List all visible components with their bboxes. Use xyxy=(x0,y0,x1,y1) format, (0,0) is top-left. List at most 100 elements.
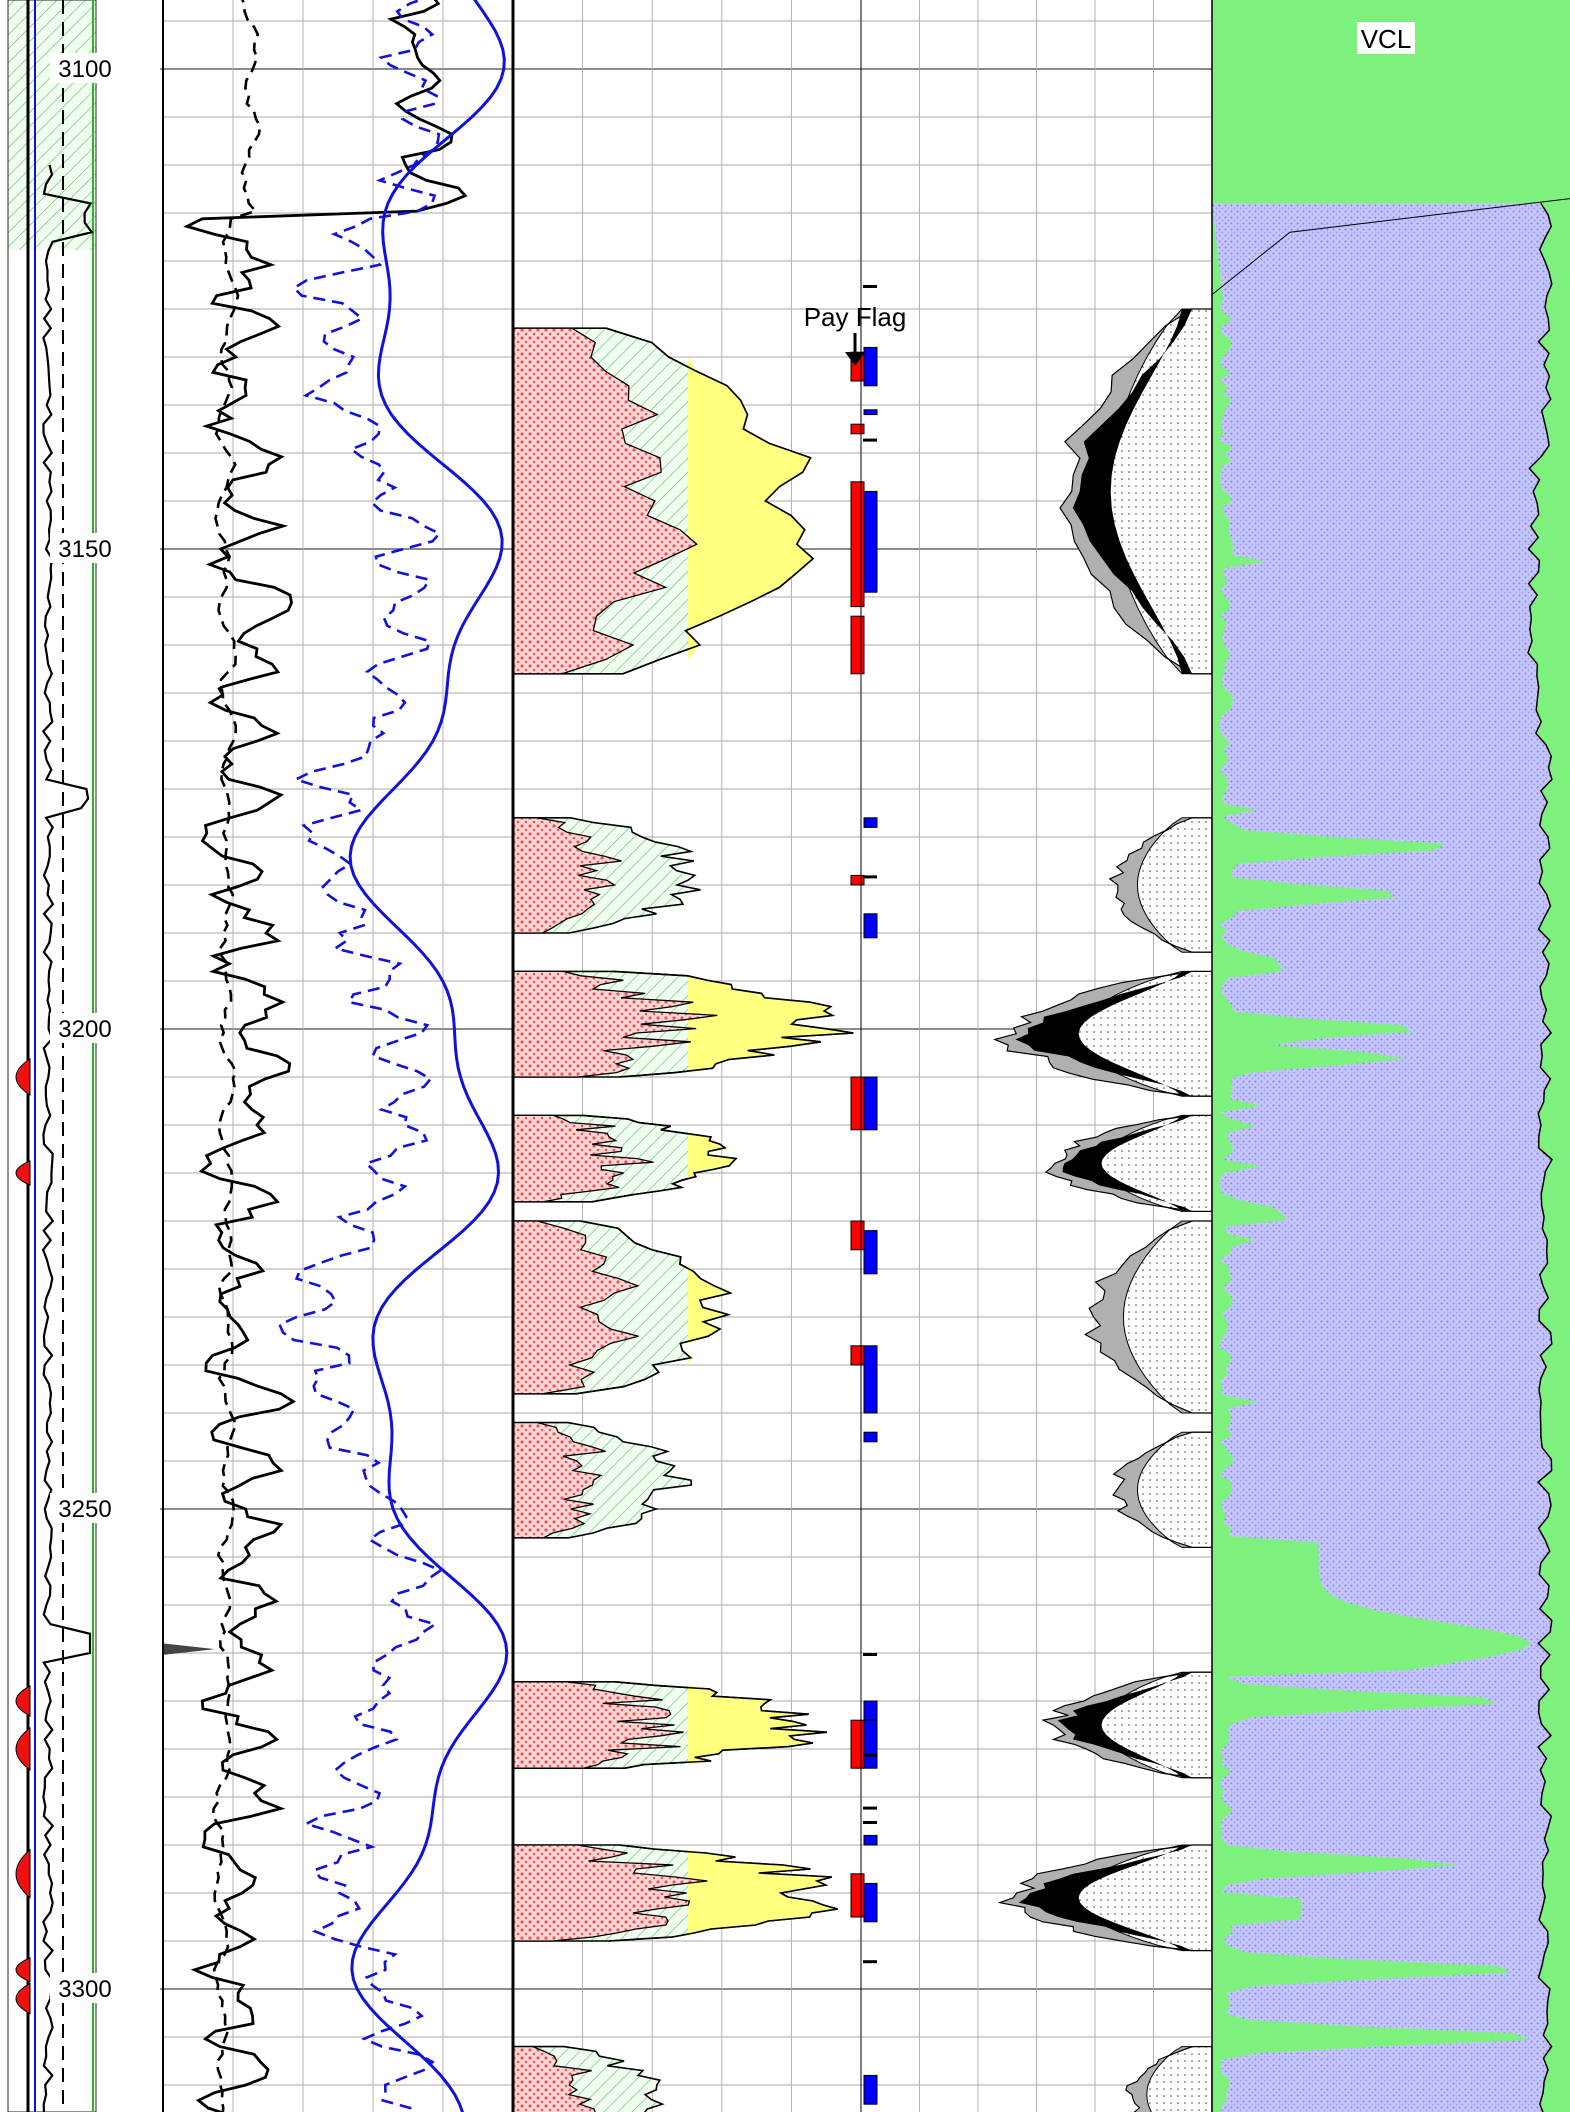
water-saturation-fill xyxy=(512,1220,640,1395)
pay-flag-tick xyxy=(863,285,877,288)
pay-flag-blue xyxy=(863,1431,878,1443)
depth-track-peak xyxy=(15,1685,31,1717)
pay-flag-tick xyxy=(863,1753,877,1757)
curve-dashed-blue xyxy=(278,0,444,2112)
pay-flag-tick xyxy=(863,875,877,879)
pay-flag-blue xyxy=(863,1719,878,1769)
porosity-outline xyxy=(608,1844,838,1942)
hydrocarbon-fill xyxy=(688,971,854,1077)
hydrocarbon-fill xyxy=(688,328,813,674)
vcl-track xyxy=(1211,0,1570,2112)
depth-track-peak xyxy=(15,1848,31,1899)
pay-flag-blue xyxy=(863,1230,878,1275)
pay-flag-red xyxy=(850,874,865,886)
water-saturation-fill xyxy=(512,817,622,934)
saturation-track xyxy=(992,308,1213,2112)
porosity-outline xyxy=(582,1114,738,1203)
depth-label-box xyxy=(50,533,120,563)
depth-label: 3250 xyxy=(58,1496,111,1523)
pay-flag-blue xyxy=(863,1882,878,1923)
saturation-black xyxy=(1015,971,1192,1097)
porosity-outline xyxy=(614,1681,827,1769)
pay-flag-blue xyxy=(863,409,878,416)
vcl-label: VCL xyxy=(1361,24,1412,54)
depth-label: 3100 xyxy=(58,56,111,83)
water-saturation-fill xyxy=(512,1844,708,1942)
depth-label-box xyxy=(50,1013,120,1043)
pay-flag-tick xyxy=(863,1653,877,1656)
depth-track xyxy=(7,0,97,2112)
vcl-right-curve xyxy=(1527,202,1553,2112)
saturation-gray xyxy=(1112,1431,1193,1548)
pay-flag-red xyxy=(850,481,865,608)
saturation-black xyxy=(1072,309,1192,674)
water-saturation-fill xyxy=(512,1681,684,1769)
depth-track-peak xyxy=(15,1957,31,1983)
pay-flag-blue xyxy=(863,2074,878,2105)
porosity-outline xyxy=(613,970,854,1078)
saturation-gray xyxy=(1125,2046,1193,2112)
vcl-sand-fill xyxy=(1212,203,1552,2112)
pay-flag-red xyxy=(850,615,865,675)
depth-track-peak xyxy=(15,1726,31,1772)
vcl-label-box xyxy=(1357,22,1415,54)
pay-flag-tick xyxy=(863,1960,877,1964)
pay-flag-blue xyxy=(863,913,878,939)
porosity-outline xyxy=(605,327,815,675)
water-saturation-fill xyxy=(512,970,718,1078)
water-saturation-fill xyxy=(512,327,698,675)
curve-smooth-blue xyxy=(348,0,509,2112)
tick-arrow-icon xyxy=(163,1643,215,1655)
pay-flag-blue xyxy=(863,1076,878,1131)
pay-flag-tick xyxy=(863,438,877,442)
saturation-black xyxy=(1057,1672,1192,1778)
pay-flag-red xyxy=(850,1220,865,1251)
porosity-outline xyxy=(575,1220,733,1395)
pay-flag-red xyxy=(850,1345,865,1366)
pay-flag-track xyxy=(850,285,878,2105)
depth-label-box xyxy=(50,1973,120,2003)
depth-label: 3300 xyxy=(58,1976,111,2003)
depth-track-peak xyxy=(15,1982,31,2015)
depth-track-peak xyxy=(15,1160,31,1186)
vcl-edge xyxy=(1211,198,1570,295)
porosity-fluid-track xyxy=(512,327,854,2112)
water-saturation-fill xyxy=(512,2045,596,2112)
pay-flag-red xyxy=(850,1873,865,1918)
saturation-gray xyxy=(1108,817,1193,953)
pay-flag-red xyxy=(850,1719,865,1769)
pay-flag-red xyxy=(850,1076,865,1131)
track-borders xyxy=(162,0,1213,2112)
saturation-black xyxy=(1062,1115,1192,1212)
hydrocarbon-fill xyxy=(688,1681,827,1769)
water-saturation-fill xyxy=(512,1421,606,1539)
log-curves-track xyxy=(163,0,509,2112)
depth-label-box xyxy=(50,53,120,83)
pay-flag-arrow-icon xyxy=(845,333,865,366)
pay-flag-red xyxy=(850,423,865,435)
curve-solid-black xyxy=(183,0,468,2112)
depth-track-peak xyxy=(15,1058,31,1096)
depth-label-box xyxy=(50,1493,120,1523)
hydrocarbon-fill xyxy=(688,1115,736,1202)
pay-flag-label: Pay Flag xyxy=(804,302,907,332)
depth-label: 3200 xyxy=(58,1016,111,1043)
pay-flag-blue xyxy=(863,817,878,828)
saturation-black xyxy=(1018,1845,1192,1951)
depth-labels: 3100 3150 3200 3250 3300 xyxy=(50,53,120,2003)
depth-track-frame xyxy=(7,0,97,2112)
pay-flag-blue xyxy=(863,1700,878,1721)
pay-flag-blue xyxy=(863,1834,878,1846)
pay-flag-blue xyxy=(863,490,878,593)
hydrocarbon-fill xyxy=(688,1221,731,1394)
water-saturation-fill xyxy=(512,1114,654,1203)
pay-flag-tick xyxy=(863,1806,877,1810)
pay-flag-blue xyxy=(863,1345,878,1414)
depth-label: 3150 xyxy=(58,536,111,563)
pay-flag-blue xyxy=(863,346,878,387)
pay-flag-tick xyxy=(863,1821,877,1824)
saturation-gray xyxy=(1084,1220,1193,1414)
depth-track-hatch xyxy=(8,0,96,250)
depth-track-curve xyxy=(41,164,94,2112)
